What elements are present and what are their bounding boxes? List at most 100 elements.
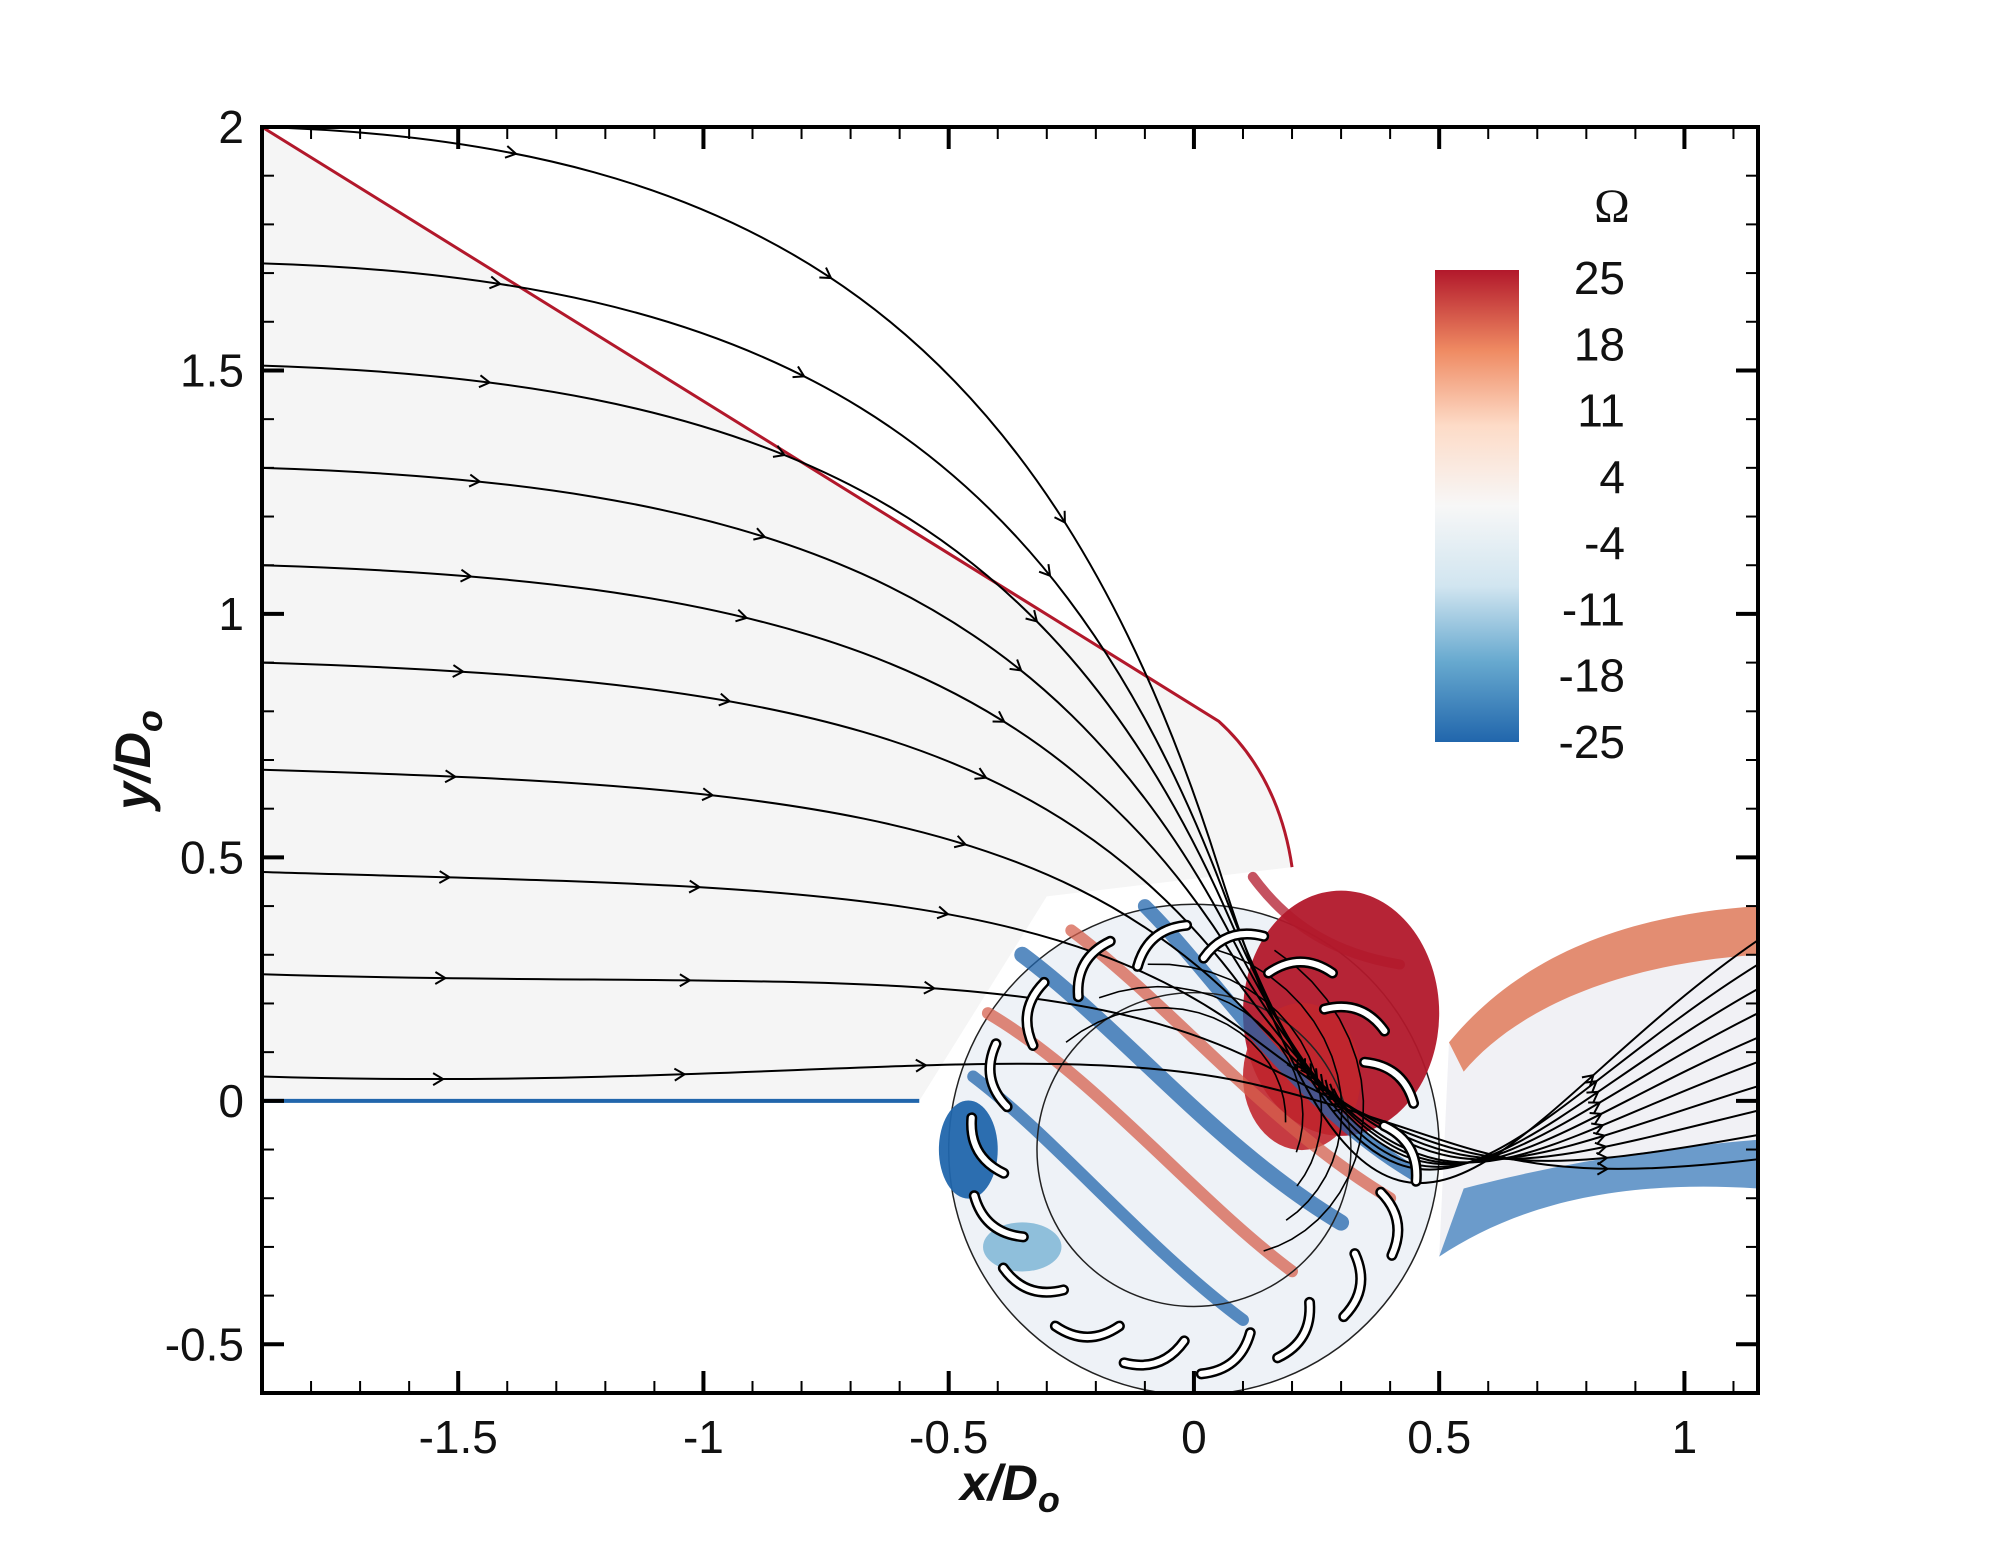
streamline bbox=[262, 364, 1758, 1168]
colorbar-level-label: -18 bbox=[1559, 650, 1625, 702]
y-tick-label: 1.5 bbox=[180, 344, 244, 396]
rotor-blade-body bbox=[1361, 1059, 1417, 1107]
rotor-streamline bbox=[1147, 963, 1323, 1187]
vorticity-band bbox=[1137, 899, 1422, 1181]
streamline-arrow bbox=[1586, 1090, 1600, 1103]
vorticity-field bbox=[262, 127, 1758, 1393]
streamline bbox=[262, 870, 1758, 1160]
streamlines bbox=[262, 127, 1758, 1252]
rotor-blade-body bbox=[1024, 979, 1048, 1049]
streamline-arrow bbox=[673, 1067, 687, 1082]
colorbar-title: Ω bbox=[1594, 180, 1630, 233]
rotor-blade-body bbox=[1134, 922, 1190, 970]
rotor-blade-body bbox=[1198, 1329, 1254, 1377]
rotor-blade bbox=[1049, 1320, 1125, 1343]
colorbar: Ω 25 18 11 4 -4 -11 -18 -25 bbox=[1435, 180, 1630, 768]
x-tick-label: 0.5 bbox=[1407, 1411, 1471, 1463]
streamline-arrow bbox=[923, 980, 937, 995]
streamline-arrow bbox=[1592, 1131, 1607, 1145]
rotor-blade-body bbox=[987, 1040, 1011, 1110]
outlet-upper-shear-layer bbox=[1448, 906, 1758, 1072]
streamline-arrow bbox=[753, 527, 767, 541]
inlet-channel bbox=[262, 127, 1293, 1101]
rotor-blade bbox=[1318, 1001, 1391, 1037]
outlet-lower-shear-layer bbox=[1439, 1139, 1758, 1257]
x-tick-label: -1 bbox=[683, 1411, 724, 1463]
axes: -1.5 -1 -0.5 0 0.5 1 -0.5 0 0.5 1 1.5 2 bbox=[165, 101, 1760, 1463]
streamline-arrow bbox=[819, 267, 833, 280]
rotor-blades bbox=[966, 919, 1422, 1380]
vorticity-band bbox=[1065, 924, 1397, 1205]
streamline bbox=[262, 262, 1758, 1171]
rotor-blade bbox=[1262, 956, 1338, 979]
streamline-arrow bbox=[1584, 1080, 1599, 1093]
x-tick-label: -1.5 bbox=[419, 1411, 498, 1463]
y-tick-label: 1 bbox=[218, 588, 244, 640]
streamline-arrow bbox=[1594, 1141, 1608, 1156]
rotor-blade-body bbox=[1381, 1122, 1420, 1185]
y-tick-label: 0 bbox=[218, 1075, 244, 1127]
streamline-arrow bbox=[701, 787, 715, 802]
rotor-blade-body bbox=[1200, 930, 1267, 962]
vorticity-band bbox=[1014, 946, 1350, 1231]
rotor-blade-body bbox=[1321, 1003, 1388, 1035]
rotor-streamline bbox=[1207, 946, 1343, 1221]
rotor-blade-body bbox=[1377, 1189, 1401, 1259]
streamline-arrow bbox=[468, 473, 482, 488]
streamline-arrow bbox=[792, 365, 806, 379]
streamline-arrow bbox=[1038, 564, 1052, 578]
rotor-blade-body bbox=[1340, 1250, 1364, 1320]
inlet-upper-wall bbox=[262, 127, 1294, 868]
rotor-blade-body bbox=[1052, 1323, 1123, 1340]
colorbar-level-label: -11 bbox=[1562, 583, 1625, 635]
rotor-blade-body bbox=[1274, 1299, 1313, 1361]
streamline-arrow bbox=[974, 767, 988, 780]
rotor-blade bbox=[1118, 1335, 1190, 1371]
x-tick-label: -0.5 bbox=[909, 1411, 988, 1463]
streamline bbox=[262, 661, 1758, 1164]
rotor-blade bbox=[1375, 1186, 1404, 1261]
streamline bbox=[262, 564, 1758, 1165]
rotor-blade bbox=[1132, 919, 1193, 972]
rotor-blade bbox=[1338, 1248, 1367, 1323]
rotor-blade bbox=[1021, 976, 1050, 1051]
colorbar-level-label: 11 bbox=[1577, 385, 1625, 437]
streamline-arrow bbox=[1589, 1112, 1603, 1125]
vorticity-band bbox=[1247, 871, 1405, 970]
colorbar-level-label: 4 bbox=[1599, 451, 1625, 503]
rotor-blade-body bbox=[1000, 1265, 1067, 1296]
rotor-blade-body bbox=[968, 1114, 1007, 1177]
streamline-arrow bbox=[936, 905, 950, 920]
x-axis-title: x/Do bbox=[957, 1455, 1060, 1520]
streamline-arrow bbox=[1025, 609, 1039, 623]
streamline-arrow bbox=[452, 664, 465, 678]
rotor-blade-body bbox=[1265, 959, 1336, 976]
streamline-arrow bbox=[688, 879, 702, 894]
y-tick-label: 2 bbox=[218, 101, 244, 153]
streamline-arrow bbox=[679, 973, 692, 988]
streamline bbox=[262, 973, 1758, 1162]
rotor-blade-body bbox=[971, 1192, 1027, 1240]
streamline-arrow bbox=[735, 608, 749, 623]
streamline-arrow bbox=[478, 374, 492, 389]
streamline-arrow bbox=[915, 1058, 928, 1073]
streamline-arrow bbox=[504, 145, 518, 159]
streamline-arrow bbox=[438, 870, 452, 884]
colorbar-gradient bbox=[1435, 270, 1519, 742]
streamline-arrow bbox=[992, 710, 1006, 723]
x-tick-label: 1 bbox=[1672, 1411, 1698, 1463]
y-axis-title: y/Do bbox=[105, 710, 170, 813]
streamline-arrow bbox=[1595, 1151, 1609, 1166]
streamline bbox=[262, 1062, 1758, 1170]
streamline-arrow bbox=[1054, 510, 1066, 525]
rotor-blade bbox=[997, 1262, 1069, 1298]
colorbar-level-label: 18 bbox=[1574, 318, 1625, 370]
rotor-blade bbox=[966, 1112, 1010, 1179]
streamline-arrow bbox=[1596, 1161, 1610, 1176]
streamline-arrow bbox=[460, 568, 473, 583]
rotor-blade bbox=[1195, 1327, 1256, 1380]
rotor-blade bbox=[968, 1190, 1029, 1243]
y-tick-label: -0.5 bbox=[165, 1318, 244, 1370]
rotor-blade bbox=[984, 1038, 1013, 1113]
